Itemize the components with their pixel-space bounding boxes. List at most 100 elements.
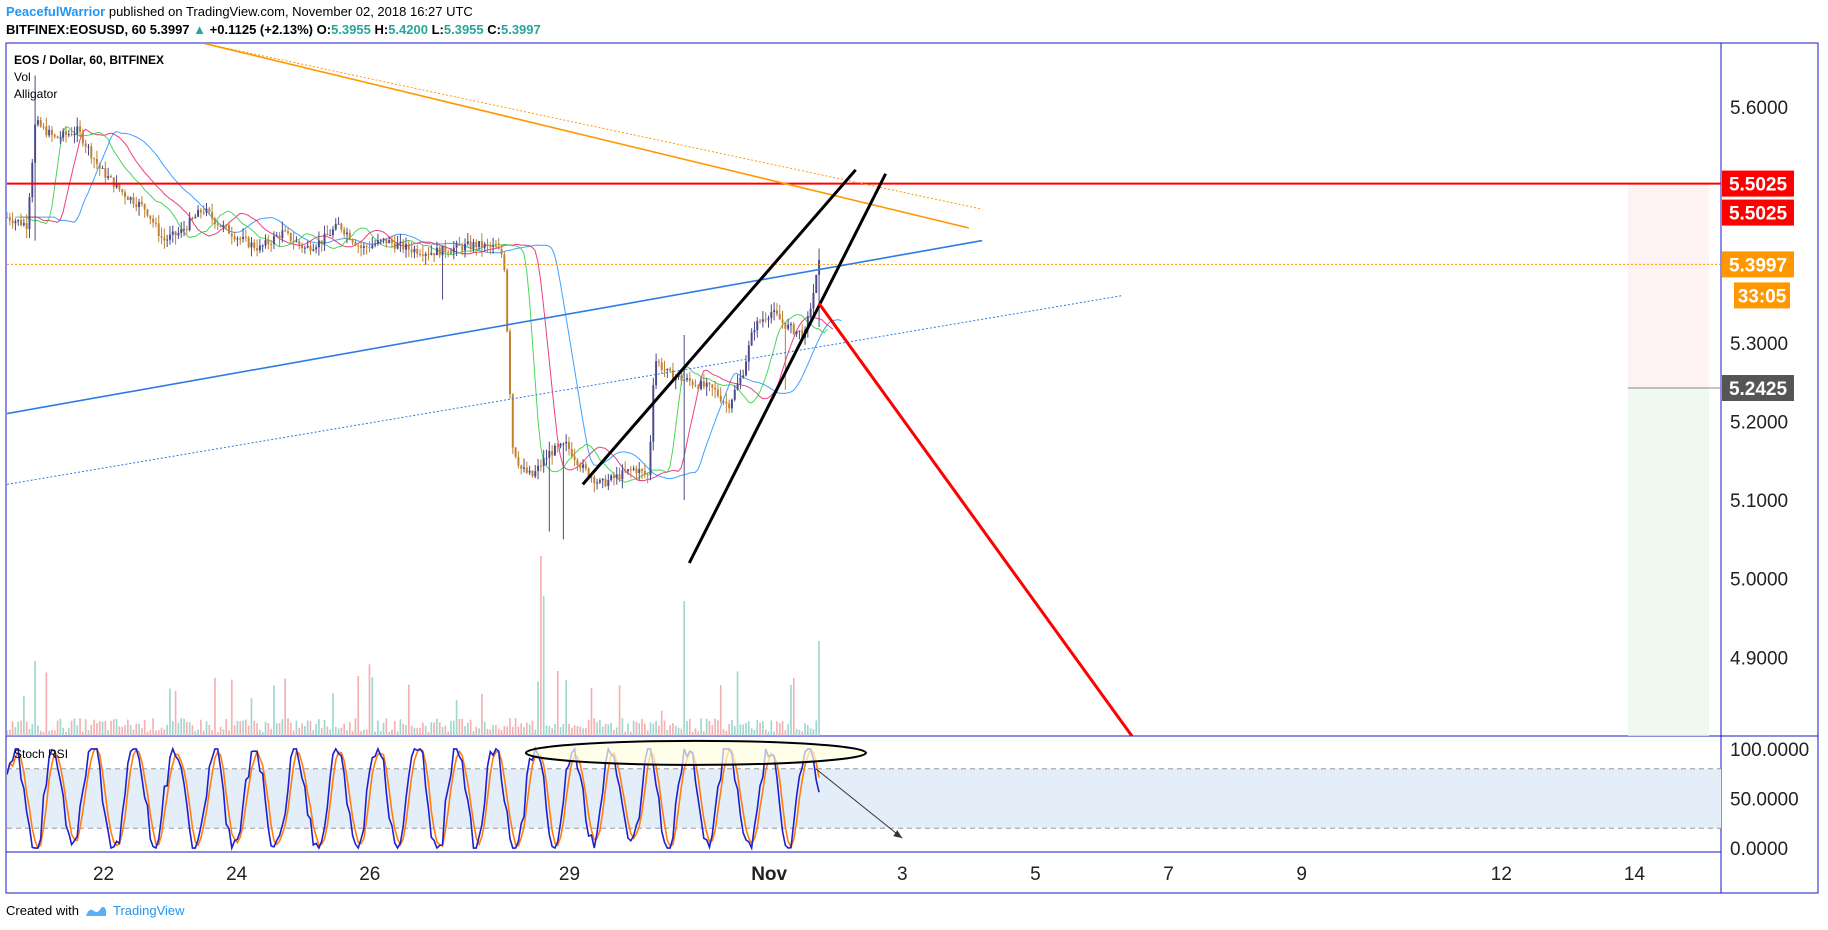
created-with-text: Created with [6, 903, 79, 918]
price-pane[interactable] [6, 43, 1721, 736]
volume-bar [107, 730, 109, 736]
volume-bar [542, 596, 545, 736]
candle-body [374, 243, 377, 246]
volume-bar [818, 641, 820, 736]
candle-body [638, 469, 641, 474]
candle-body [416, 248, 419, 255]
candle-body [34, 124, 37, 163]
volume-bar [115, 718, 118, 736]
volume-bar [509, 718, 511, 736]
volume-bar [489, 729, 492, 736]
volume-bar [731, 719, 733, 736]
stoch-axis[interactable]: 100.0000 50.0000 0.0000 [1730, 740, 1809, 860]
volume-bar [416, 727, 419, 736]
candle-body [256, 248, 259, 251]
candle-body [806, 316, 809, 330]
candle-body [205, 208, 208, 213]
volume-bar [700, 718, 702, 736]
price-label-resistance-secondary: 5.5025 [1729, 204, 1788, 225]
price-label-last: 5.3997 [1729, 255, 1787, 276]
candle-body [641, 469, 644, 472]
candle-body [213, 218, 216, 225]
volume-bar [419, 727, 421, 736]
stoch-rsi-pane[interactable] [7, 739, 1721, 851]
candle-body [93, 158, 96, 160]
candle-body [537, 465, 540, 472]
price-tick-label: 5.0000 [1730, 570, 1788, 591]
candle-body [320, 240, 323, 244]
volume-bar [503, 725, 506, 736]
volume-bar [67, 728, 70, 736]
candle-body [236, 238, 239, 240]
volume-bar [374, 731, 376, 736]
candle-body [632, 468, 635, 470]
candle-body [278, 235, 281, 239]
candle-body [315, 247, 318, 250]
candle-body [160, 235, 163, 238]
candle-body [688, 378, 691, 382]
time-axis[interactable]: 22 24 26 29 Nov 3 5 7 9 12 14 [93, 864, 1646, 885]
candle-body [312, 249, 315, 251]
time-tick-label: 26 [359, 864, 380, 885]
volume-bar [573, 725, 576, 736]
up-triangle-icon: ▲ [193, 22, 207, 37]
candle-body [154, 222, 157, 224]
candle-body [323, 233, 326, 244]
candle-body [438, 247, 441, 256]
candle-body [683, 379, 686, 381]
volume-bar [520, 723, 523, 736]
volume-bar [705, 718, 708, 736]
candle-body [405, 244, 407, 250]
volume-bar [273, 685, 275, 736]
candle-body [534, 471, 537, 477]
volume-bar [253, 720, 256, 736]
volume-bar [781, 721, 784, 736]
volume-bar [652, 723, 655, 736]
price-tick-label: 4.9000 [1730, 648, 1788, 669]
candle-body [576, 459, 579, 466]
price-axis[interactable]: 5.6000 5.3000 5.2000 5.1000 5.0000 4.9000 5.50… [1722, 98, 1794, 669]
candle-body [216, 224, 219, 226]
candle-body [340, 223, 343, 230]
candle-body [761, 319, 764, 322]
candle-body [607, 479, 610, 487]
candle-body [548, 450, 551, 458]
volume-bar [691, 731, 694, 736]
volume-bar [101, 721, 104, 736]
stoch-arrow [815, 768, 903, 839]
volume-bar [767, 731, 770, 736]
candle-body [407, 244, 410, 250]
candle-body [17, 219, 20, 222]
volume-bar [528, 724, 531, 736]
volume-bar [337, 728, 340, 736]
volume-bar [455, 700, 458, 736]
volume-bar [259, 729, 261, 736]
candle-body [669, 368, 672, 371]
tradingview-link[interactable]: TradingView [112, 903, 185, 918]
candle-body [596, 482, 599, 484]
volume-bar [326, 726, 329, 736]
volume-bar [469, 719, 472, 736]
volume-bar [323, 719, 326, 736]
chart-header: PeacefulWarrior published on TradingView… [6, 3, 541, 39]
volume-bar [211, 730, 213, 736]
candle-body [565, 441, 568, 444]
candle-body [84, 143, 87, 147]
candle-body [795, 331, 798, 334]
candle-body [143, 204, 146, 210]
candle-body [435, 247, 438, 256]
candle-body [503, 254, 506, 270]
candle-body [708, 382, 711, 385]
volume-bar [733, 726, 736, 736]
candle-body [604, 478, 607, 487]
candle-body [317, 240, 320, 248]
volume-bar [371, 677, 374, 736]
volume-bar [719, 685, 722, 736]
volume-bar [430, 722, 433, 736]
candle-body [671, 370, 674, 381]
author-link[interactable]: PeacefulWarrior [6, 4, 106, 19]
candle-body [258, 245, 261, 251]
candle-body [309, 245, 312, 251]
candle-body [593, 477, 596, 484]
